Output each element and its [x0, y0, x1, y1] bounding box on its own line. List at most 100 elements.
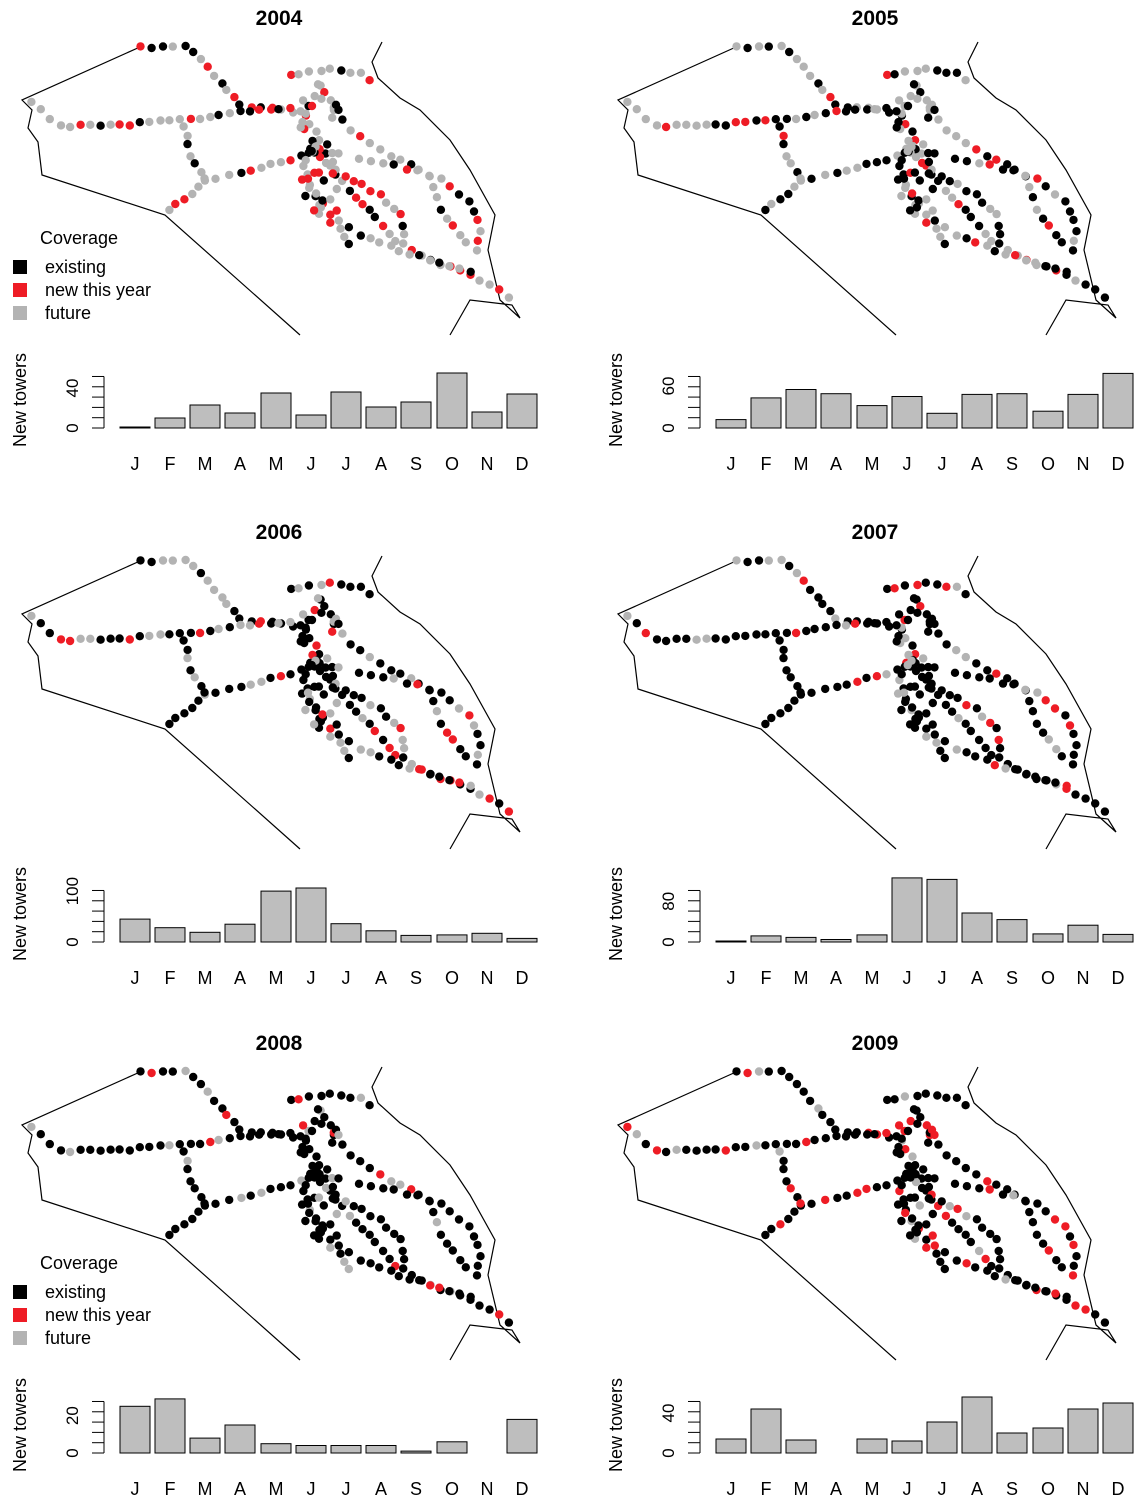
x-tick-label: A [234, 1479, 246, 1499]
tower-dot [158, 42, 168, 51]
tower-dot [831, 614, 840, 623]
tower-dot [924, 1182, 934, 1192]
tower-dot [495, 799, 504, 808]
panel-2006: 2006 New towers 0 100 J F M A M J J A S O N D [10, 521, 538, 988]
tower-dot [785, 1072, 794, 1082]
tower-dot [916, 602, 925, 611]
tower-dot [442, 728, 452, 737]
tower-dot [784, 1214, 793, 1224]
tower-dot [485, 280, 494, 289]
x-tick-label: D [516, 454, 529, 474]
tower-dot [921, 64, 930, 73]
tower-dot [930, 149, 939, 158]
tower-dot [190, 159, 199, 168]
tower-dot [437, 688, 446, 697]
tower-dot [195, 1139, 205, 1149]
tower-dot [332, 698, 341, 708]
bar [365, 406, 397, 429]
tower-dot [995, 1264, 1004, 1273]
tower-dot [196, 54, 206, 64]
tower-dot [365, 719, 374, 728]
tower-dot [894, 117, 903, 127]
tower-dot [974, 221, 984, 231]
x-tick-label: N [481, 968, 494, 988]
bar [365, 930, 397, 943]
x-tick-label: J [131, 968, 140, 988]
tower-dot [961, 1101, 970, 1110]
x-tick-label: D [1112, 1479, 1125, 1499]
tower-dot [356, 646, 365, 655]
tower-dot [225, 109, 234, 118]
tower-dot [922, 1220, 931, 1229]
tower-dot [351, 1218, 361, 1227]
tower-dot [1025, 696, 1034, 706]
tower-dot [990, 247, 999, 256]
tower-dot [399, 1264, 408, 1273]
tower-dot [309, 720, 319, 729]
tower-dot [986, 1229, 995, 1239]
tower-dot [796, 688, 805, 697]
tower-dot [1061, 197, 1070, 206]
tower-dot [254, 105, 264, 114]
tower-dot [304, 1092, 314, 1101]
tower-dot [351, 707, 361, 716]
panel-title: 2008 [256, 1032, 303, 1055]
tower-dot [345, 186, 355, 196]
tower-dot [390, 1229, 399, 1239]
tower-dot [366, 1212, 375, 1221]
tower-dot [1044, 221, 1053, 230]
tower-dot [952, 1093, 962, 1102]
tower-dot [296, 107, 305, 116]
tower-dot [426, 1281, 435, 1290]
tower-dot [389, 1185, 398, 1194]
tower-dot [894, 631, 903, 641]
tower-dot [378, 735, 388, 745]
tower-dot [641, 628, 650, 638]
tower-dot [682, 120, 691, 129]
tower-dot [165, 719, 174, 729]
tower-dot [326, 210, 335, 219]
tower-dot [962, 157, 972, 166]
tower-dot [381, 198, 391, 207]
tower-dot [211, 688, 220, 697]
x-tick-label: O [1041, 968, 1055, 988]
tower-dot [314, 682, 324, 691]
tower-dot [882, 156, 891, 165]
tower-dot [225, 1134, 234, 1143]
bar [961, 912, 993, 943]
bar [119, 426, 151, 429]
tower-dot [183, 653, 192, 663]
bar [961, 1396, 993, 1454]
tower-dot [36, 105, 45, 114]
tower-dot [818, 599, 827, 609]
y-axis-label: New towers [10, 1378, 30, 1472]
tower-dot [790, 182, 799, 191]
tower-dot [924, 683, 933, 692]
tower-dot [398, 221, 407, 231]
tower-dot [310, 91, 319, 101]
panel-2005: 2005 New towers 0 60 J F M A M J J A S O N D [606, 7, 1134, 474]
bar [436, 1441, 468, 1454]
x-tick-label: A [971, 454, 983, 474]
tower-dot [1071, 276, 1080, 285]
tower-dot [1069, 236, 1078, 245]
tower-dot [930, 1241, 939, 1250]
tower-dot [328, 157, 338, 167]
tower-dot [623, 1122, 632, 1132]
tower-dot [147, 557, 156, 567]
tower-dot [236, 106, 245, 116]
tower-dot [76, 120, 85, 129]
tower-dot [376, 1215, 386, 1224]
tower-dot [814, 593, 823, 602]
tower-dot [276, 672, 286, 681]
tower-dot [225, 684, 234, 694]
tower-dot [936, 232, 945, 241]
tower-dot [826, 606, 835, 616]
tower-dot [779, 131, 788, 141]
tower-dot [786, 673, 795, 682]
tower-dot [924, 1194, 933, 1203]
tower-dot [913, 608, 922, 617]
tower-dot [1031, 772, 1040, 781]
tower-dot [189, 1072, 198, 1082]
tower-dot [390, 204, 399, 214]
